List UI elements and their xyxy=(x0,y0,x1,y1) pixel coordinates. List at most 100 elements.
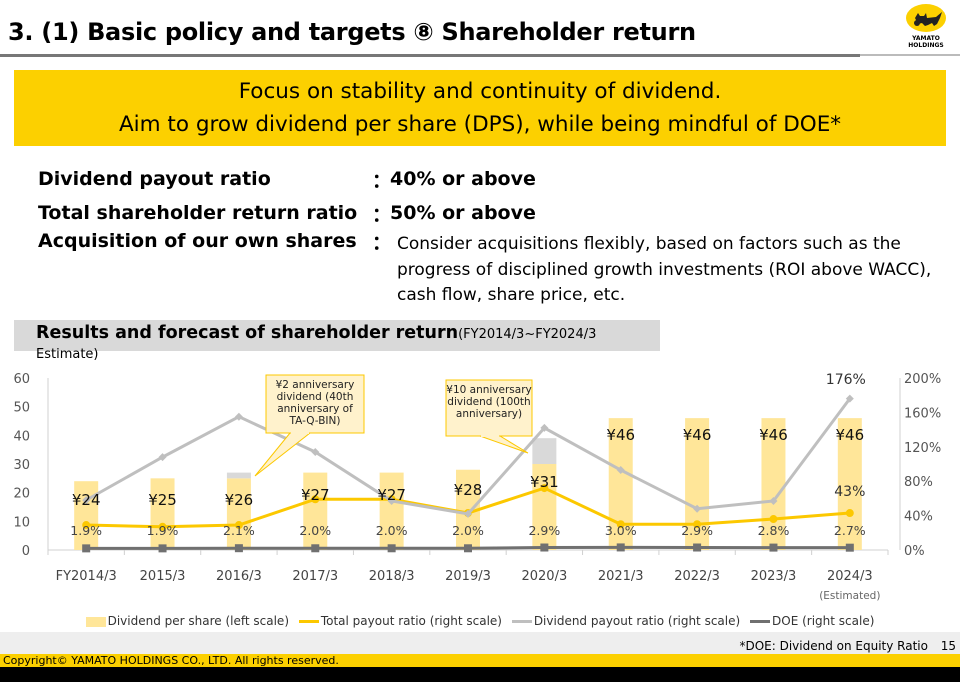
left-tick-label: 40 xyxy=(13,429,30,444)
callout-text: anniversary) xyxy=(456,408,522,420)
doe-marker xyxy=(616,543,625,552)
policy-banner: Focus on stability and continuity of div… xyxy=(14,70,946,146)
policy-label-payout: Dividend payout ratio xyxy=(38,168,271,190)
banner-line-1: Focus on stability and continuity of div… xyxy=(238,79,722,104)
doe-footnote: *DOE: Dividend on Equity Ratio xyxy=(739,639,928,653)
left-tick-label: 50 xyxy=(13,401,30,416)
policy-label-buyback: Acquisition of our own shares xyxy=(38,230,357,252)
doe-marker xyxy=(769,543,778,552)
dividend-payout-marker xyxy=(234,412,243,421)
anniversary-dividend-bar xyxy=(532,438,557,464)
doe-marker xyxy=(540,543,549,552)
total-payout-marker xyxy=(845,509,854,518)
total-payout-marker xyxy=(158,522,167,531)
shareholder-return-chart: 0 10 20 30 40 50 60 0% 40% 80% 120% 160% 200% FY2014/… xyxy=(13,372,941,602)
doe-marker xyxy=(82,544,91,553)
total-payout-marker xyxy=(234,521,243,530)
left-tick-label: 10 xyxy=(13,515,30,530)
dps-label: ¥46 xyxy=(683,426,712,444)
dividend-payout-marker xyxy=(693,504,702,513)
dps-bar xyxy=(74,481,99,550)
legend-total-payout: Total payout ratio (right scale) xyxy=(298,614,502,628)
legend-dividend-payout: Dividend payout ratio (right scale) xyxy=(511,614,740,628)
doe-label: 2.0% xyxy=(299,523,331,538)
left-tick-label: 60 xyxy=(13,372,30,387)
doe-label: 2.0% xyxy=(452,523,484,538)
cat-logo-icon xyxy=(906,4,946,32)
dps-bar xyxy=(226,478,251,550)
policy-value-buyback: Consider acquisitions flexibly, based on… xyxy=(397,234,932,305)
total-payout-marker xyxy=(693,520,702,529)
right-tick-label: 0% xyxy=(904,544,925,559)
left-tick-label: 20 xyxy=(13,487,30,502)
title-divider-light xyxy=(860,54,960,56)
x-tick-label: 2021/3 xyxy=(598,569,644,584)
dividend-payout-marker xyxy=(769,496,778,505)
callout-text: dividend (40th xyxy=(277,391,354,403)
dps-label: ¥24 xyxy=(72,491,101,509)
dividend-payout-marker xyxy=(845,394,854,403)
callout-text: ¥2 anniversary xyxy=(276,379,355,391)
total-payout-end-label: 43% xyxy=(834,484,865,500)
bottom-bar xyxy=(0,667,960,682)
x-tick-label: 2020/3 xyxy=(521,569,567,584)
doe-marker xyxy=(234,544,243,553)
doe-label: 1.9% xyxy=(147,523,179,538)
dps-bar xyxy=(532,464,557,550)
x-tick-label: 2024/3 xyxy=(827,569,873,584)
doe-marker xyxy=(693,543,702,552)
company-logo: YAMATO HOLDINGS xyxy=(898,4,954,52)
x-tick-label: 2018/3 xyxy=(369,569,415,584)
doe-label: 2.9% xyxy=(681,523,713,538)
dividend-payout-marker xyxy=(311,447,320,456)
right-tick-label: 160% xyxy=(904,406,941,421)
dps-label: ¥27 xyxy=(301,486,330,504)
banner-line-2: Aim to grow dividend per share (DPS), wh… xyxy=(118,112,842,137)
doe-label: 3.0% xyxy=(605,523,637,538)
x-tick-label: FY2014/3 xyxy=(56,569,117,584)
x-tick-label: 2022/3 xyxy=(674,569,720,584)
total-payout-marker xyxy=(540,484,549,493)
anniversary-dividend-bar xyxy=(226,472,251,479)
dps-bar xyxy=(837,418,862,550)
doe-marker xyxy=(845,543,854,552)
left-tick-label: 0 xyxy=(22,544,30,559)
section-header: Results and forecast of shareholder retu… xyxy=(14,320,660,362)
callout-text: ¥10 anniversary xyxy=(446,384,531,396)
colon: ： xyxy=(372,204,392,226)
x-tick-label: 2017/3 xyxy=(292,569,338,584)
legend-doe: DOE (right scale) xyxy=(750,614,874,628)
x-tick-label: 2016/3 xyxy=(216,569,262,584)
footer-band xyxy=(0,632,960,655)
callout-text: dividend (100th xyxy=(447,396,530,408)
anniversary-callout xyxy=(265,374,365,434)
dps-label: ¥27 xyxy=(377,486,406,504)
dps-label: ¥31 xyxy=(530,473,559,491)
doe-marker xyxy=(311,544,320,553)
total-payout-marker xyxy=(769,515,778,524)
colon: ： xyxy=(372,232,392,254)
total-payout-marker xyxy=(311,495,320,504)
right-tick-label: 200% xyxy=(904,372,941,387)
total-payout-marker xyxy=(616,520,625,529)
total-payout-marker xyxy=(82,521,91,530)
policy-value-total-return: 50% or above xyxy=(390,202,536,224)
dps-label: ¥46 xyxy=(759,426,788,444)
dps-label: ¥25 xyxy=(148,491,177,509)
x-tick-label: 2019/3 xyxy=(445,569,491,584)
dividend-payout-marker xyxy=(616,466,625,475)
page-number: 15 xyxy=(940,639,956,653)
page-title: 3. (1) Basic policy and targets ⑧ Shareh… xyxy=(8,18,696,46)
title-divider xyxy=(0,54,860,57)
doe-marker xyxy=(387,544,396,553)
dividend-payout-marker xyxy=(540,423,549,432)
right-tick-label: 80% xyxy=(904,475,933,490)
x-tick-label: 2015/3 xyxy=(140,569,186,584)
doe-marker xyxy=(158,544,167,553)
doe-label: 2.7% xyxy=(834,523,866,538)
doe-label: 2.8% xyxy=(758,523,790,538)
section-title: Results and forecast of shareholder retu… xyxy=(36,323,459,343)
doe-label: 1.9% xyxy=(70,523,102,538)
dividend-payout-marker xyxy=(387,496,396,505)
policy-label-total-return: Total shareholder return ratio xyxy=(38,202,358,224)
